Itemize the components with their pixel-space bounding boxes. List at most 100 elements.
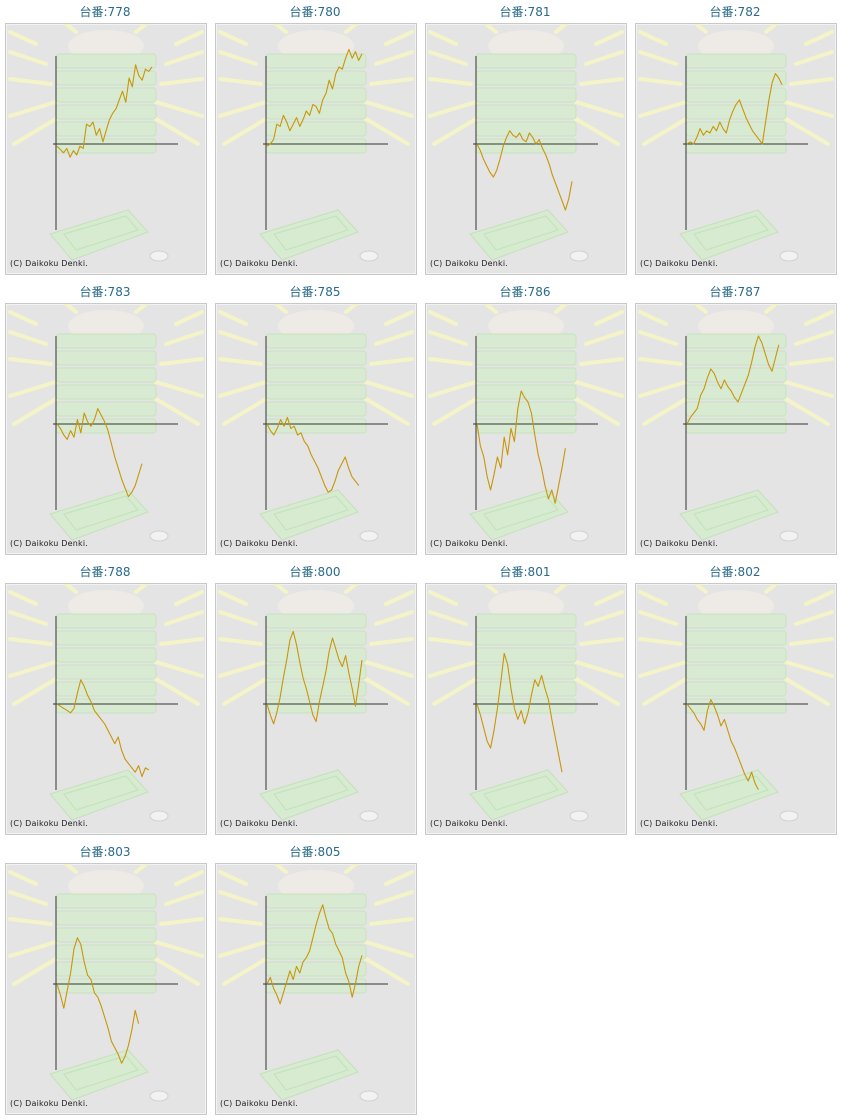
sunburst-ray bbox=[134, 304, 148, 314]
sunburst-ray bbox=[428, 660, 478, 678]
chart-title[interactable]: 台番:786 bbox=[499, 285, 551, 299]
tray-stack bbox=[55, 367, 157, 383]
sunburst-ray bbox=[789, 77, 834, 86]
sunburst-ray bbox=[764, 584, 778, 594]
sunburst-ray bbox=[164, 330, 204, 346]
sunburst-ray bbox=[364, 100, 414, 118]
sunburst-ray bbox=[174, 870, 204, 886]
copyright-text: (C) Daikoku Denki. bbox=[640, 539, 719, 548]
sunburst-ray bbox=[369, 917, 414, 926]
tray-stack bbox=[265, 138, 367, 154]
sunburst-ray bbox=[484, 24, 498, 34]
chart-frame: (C) Daikoku Denki. bbox=[5, 863, 207, 1115]
sunburst-ray bbox=[694, 304, 708, 314]
coin-icon bbox=[569, 530, 589, 542]
tray-stack bbox=[265, 944, 367, 960]
tray-stack bbox=[685, 384, 787, 400]
sunburst-ray bbox=[364, 380, 414, 398]
series-line bbox=[56, 408, 143, 498]
chart-title[interactable]: 台番:805 bbox=[289, 845, 341, 859]
bottom-tray bbox=[469, 489, 569, 541]
sunburst-ray bbox=[384, 870, 414, 886]
tray-stack bbox=[475, 664, 577, 680]
bottom-tray bbox=[49, 1049, 149, 1101]
tray-stack bbox=[475, 53, 577, 69]
copyright-text: (C) Daikoku Denki. bbox=[10, 1099, 89, 1108]
bottom-tray bbox=[259, 209, 359, 261]
chart-title[interactable]: 台番:802 bbox=[709, 565, 761, 579]
sunburst-ray bbox=[149, 394, 200, 426]
chart-title[interactable]: 台番:782 bbox=[709, 5, 761, 19]
sunburst-ray bbox=[218, 590, 248, 606]
sunburst-ray bbox=[369, 77, 414, 86]
sunburst-ray bbox=[384, 310, 414, 326]
sunburst-ray bbox=[159, 357, 204, 366]
chart-frame: (C) Daikoku Denki. bbox=[425, 303, 627, 555]
sunburst-ray bbox=[164, 890, 204, 906]
chart-panel: 台番:786 (C) Daikoku Denki. bbox=[420, 280, 630, 560]
tray-stack bbox=[265, 350, 367, 366]
series-line bbox=[56, 937, 140, 1064]
chart-title[interactable]: 台番:803 bbox=[79, 845, 131, 859]
tray-stack bbox=[265, 910, 367, 926]
sunburst-ray bbox=[594, 310, 624, 326]
tray-stack bbox=[685, 664, 787, 680]
chart-title[interactable]: 台番:783 bbox=[79, 285, 131, 299]
chart-title[interactable]: 台番:800 bbox=[289, 565, 341, 579]
tray-stack bbox=[55, 630, 157, 646]
chart-panel: 台番:783 (C) Daikoku Denki. bbox=[0, 280, 210, 560]
background-illustration bbox=[638, 304, 834, 542]
sunburst-ray bbox=[8, 380, 58, 398]
tray-stack bbox=[55, 698, 157, 714]
sunburst-ray bbox=[428, 610, 468, 626]
sunburst-ray bbox=[218, 870, 248, 886]
sunburst-ray bbox=[154, 940, 204, 958]
chart-frame: (C) Daikoku Denki. bbox=[215, 583, 417, 835]
chart-title[interactable]: 台番:778 bbox=[79, 5, 131, 19]
sunburst-ray bbox=[554, 584, 568, 594]
sunburst-ray bbox=[554, 304, 568, 314]
chart-title[interactable]: 台番:801 bbox=[499, 565, 551, 579]
tray-stack bbox=[475, 333, 577, 349]
chart-panel: 台番:803 (C) Daikoku Denki. bbox=[0, 840, 210, 1120]
copyright-text: (C) Daikoku Denki. bbox=[220, 539, 299, 548]
sunburst-ray bbox=[584, 610, 624, 626]
sunburst-ray bbox=[218, 660, 268, 678]
sunburst-ray bbox=[638, 660, 688, 678]
chart-title[interactable]: 台番:780 bbox=[289, 5, 341, 19]
sunburst-ray bbox=[174, 590, 204, 606]
background-illustration bbox=[218, 864, 414, 1102]
chart-title[interactable]: 台番:781 bbox=[499, 5, 551, 19]
sunburst-ray bbox=[432, 114, 483, 146]
sunburst-ray bbox=[222, 674, 273, 706]
sunburst-ray bbox=[64, 24, 78, 34]
coin-icon bbox=[149, 810, 169, 822]
chart-title[interactable]: 台番:788 bbox=[79, 565, 131, 579]
series-line bbox=[476, 130, 573, 211]
background-illustration bbox=[218, 304, 414, 542]
sunburst-ray bbox=[638, 30, 668, 46]
tray-stack bbox=[475, 350, 577, 366]
sunburst-ray bbox=[218, 610, 258, 626]
chart-frame: (C) Daikoku Denki. bbox=[215, 863, 417, 1115]
chart-title[interactable]: 台番:787 bbox=[709, 285, 761, 299]
sunburst-ray bbox=[218, 380, 268, 398]
chart-frame: (C) Daikoku Denki. bbox=[425, 583, 627, 835]
tray-stack bbox=[265, 698, 367, 714]
tray-stack bbox=[55, 350, 157, 366]
series-line bbox=[266, 904, 363, 1005]
bottom-tray bbox=[679, 209, 779, 261]
chart-panel: 台番:800 (C) Daikoku Denki. bbox=[210, 560, 420, 840]
sunburst-ray bbox=[359, 954, 410, 986]
series-line bbox=[686, 699, 759, 791]
sunburst-ray bbox=[8, 660, 58, 678]
copyright-text: (C) Daikoku Denki. bbox=[220, 1099, 299, 1108]
sunburst-ray bbox=[374, 890, 414, 906]
sunburst-ray bbox=[174, 30, 204, 46]
sunburst-ray bbox=[218, 940, 268, 958]
tray-stack bbox=[55, 53, 157, 69]
sunburst-ray bbox=[789, 637, 834, 646]
chart-title[interactable]: 台番:785 bbox=[289, 285, 341, 299]
sunburst-ray bbox=[804, 590, 834, 606]
tray-stack bbox=[475, 647, 577, 663]
